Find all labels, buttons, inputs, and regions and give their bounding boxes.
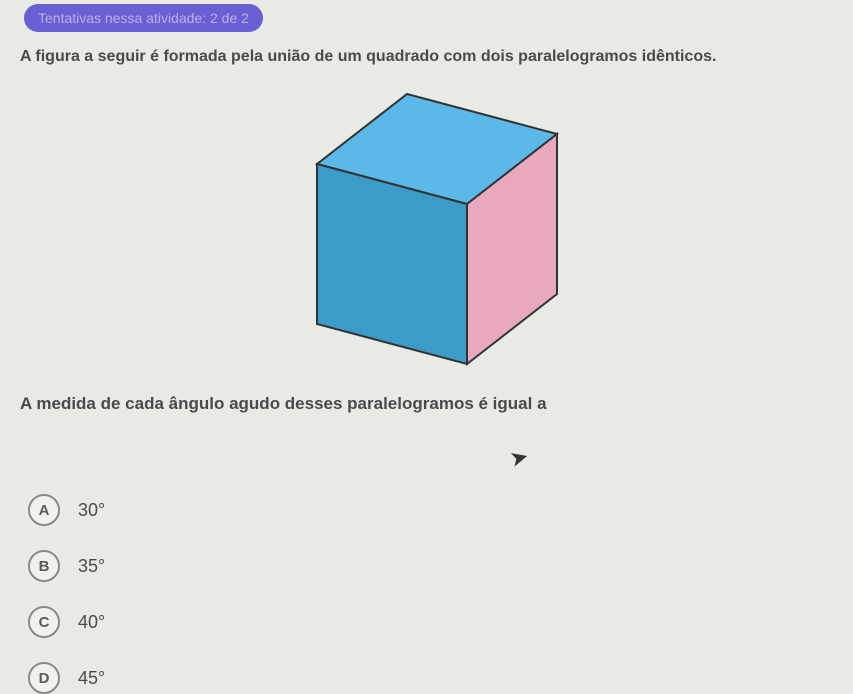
question-prompt: A medida de cada ângulo agudo desses par… [20, 394, 833, 414]
option-a[interactable]: A 30° [28, 494, 853, 526]
attempts-text: Tentativas nessa atividade: 2 de 2 [38, 10, 249, 26]
option-value-b: 35° [78, 556, 105, 577]
option-value-a: 30° [78, 500, 105, 521]
option-b[interactable]: B 35° [28, 550, 853, 582]
option-value-c: 40° [78, 612, 105, 633]
figure-container [0, 84, 853, 384]
option-letter-c: C [28, 606, 60, 638]
option-value-d: 45° [78, 668, 105, 689]
options-list: A 30° B 35° C 40° D 45° [28, 494, 853, 694]
cube-figure [247, 84, 607, 384]
attempts-badge: Tentativas nessa atividade: 2 de 2 [24, 4, 263, 32]
option-letter-d: D [28, 662, 60, 694]
option-letter-b: B [28, 550, 60, 582]
question-statement: A figura a seguir é formada pela união d… [20, 46, 833, 68]
option-c[interactable]: C 40° [28, 606, 853, 638]
cursor-icon: ➤ [507, 443, 532, 473]
option-letter-a: A [28, 494, 60, 526]
option-d[interactable]: D 45° [28, 662, 853, 694]
